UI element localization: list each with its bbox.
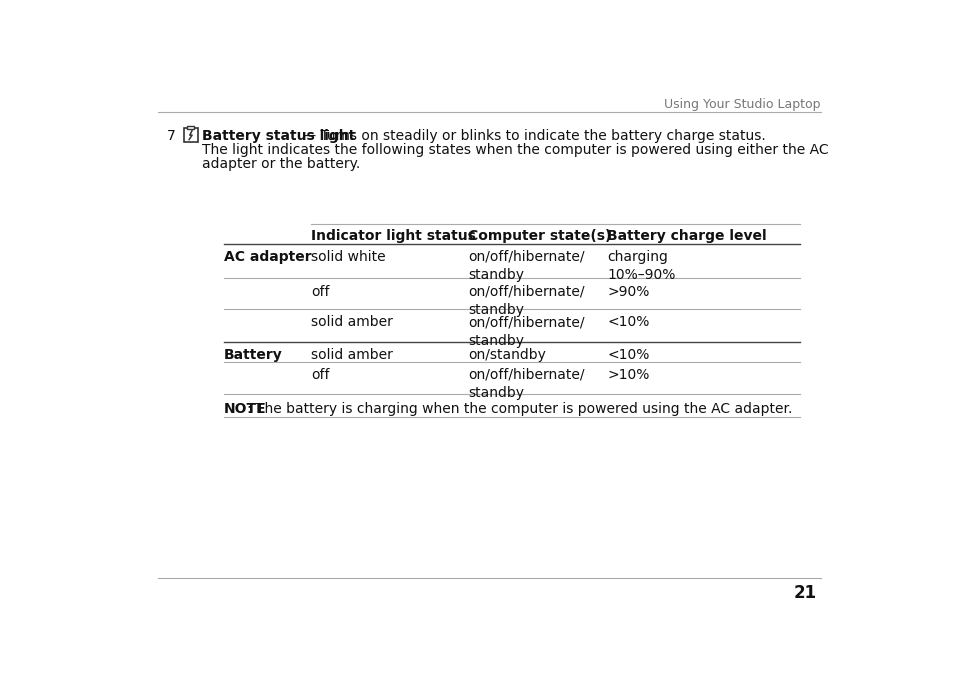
Text: Battery charge level: Battery charge level <box>607 229 766 243</box>
Text: charging
10%–90%: charging 10%–90% <box>607 250 675 282</box>
Text: off: off <box>311 368 330 382</box>
Text: >90%: >90% <box>607 284 649 299</box>
Text: Indicator light status: Indicator light status <box>311 229 476 243</box>
Text: Battery status light: Battery status light <box>202 129 355 143</box>
Text: : The battery is charging when the computer is powered using the AC adapter.: : The battery is charging when the compu… <box>247 401 792 416</box>
Text: on/off/hibernate/
standby: on/off/hibernate/ standby <box>468 368 584 400</box>
Text: 21: 21 <box>793 584 816 602</box>
Text: solid white: solid white <box>311 250 386 264</box>
Text: Battery: Battery <box>224 348 282 362</box>
Bar <box>187 126 193 129</box>
Text: NOTE: NOTE <box>224 401 266 416</box>
Text: solid amber: solid amber <box>311 348 393 362</box>
Text: >10%: >10% <box>607 368 649 382</box>
Text: adapter or the battery.: adapter or the battery. <box>202 156 360 171</box>
Text: on/off/hibernate/
standby: on/off/hibernate/ standby <box>468 284 584 317</box>
Text: <10%: <10% <box>607 315 649 329</box>
Text: on/standby: on/standby <box>468 348 545 362</box>
Bar <box>183 128 197 142</box>
Text: 7: 7 <box>167 129 176 143</box>
Text: on/off/hibernate/
standby: on/off/hibernate/ standby <box>468 315 584 348</box>
Text: — Turns on steadily or blinks to indicate the battery charge status.: — Turns on steadily or blinks to indicat… <box>298 129 765 143</box>
Text: AC adapter: AC adapter <box>224 250 312 264</box>
Text: Using Your Studio Laptop: Using Your Studio Laptop <box>663 98 820 111</box>
Text: <10%: <10% <box>607 348 649 362</box>
Text: off: off <box>311 284 330 299</box>
Text: Computer state(s): Computer state(s) <box>468 229 611 243</box>
Text: The light indicates the following states when the computer is powered using eith: The light indicates the following states… <box>202 143 828 157</box>
Text: solid amber: solid amber <box>311 315 393 329</box>
Text: on/off/hibernate/
standby: on/off/hibernate/ standby <box>468 250 584 282</box>
